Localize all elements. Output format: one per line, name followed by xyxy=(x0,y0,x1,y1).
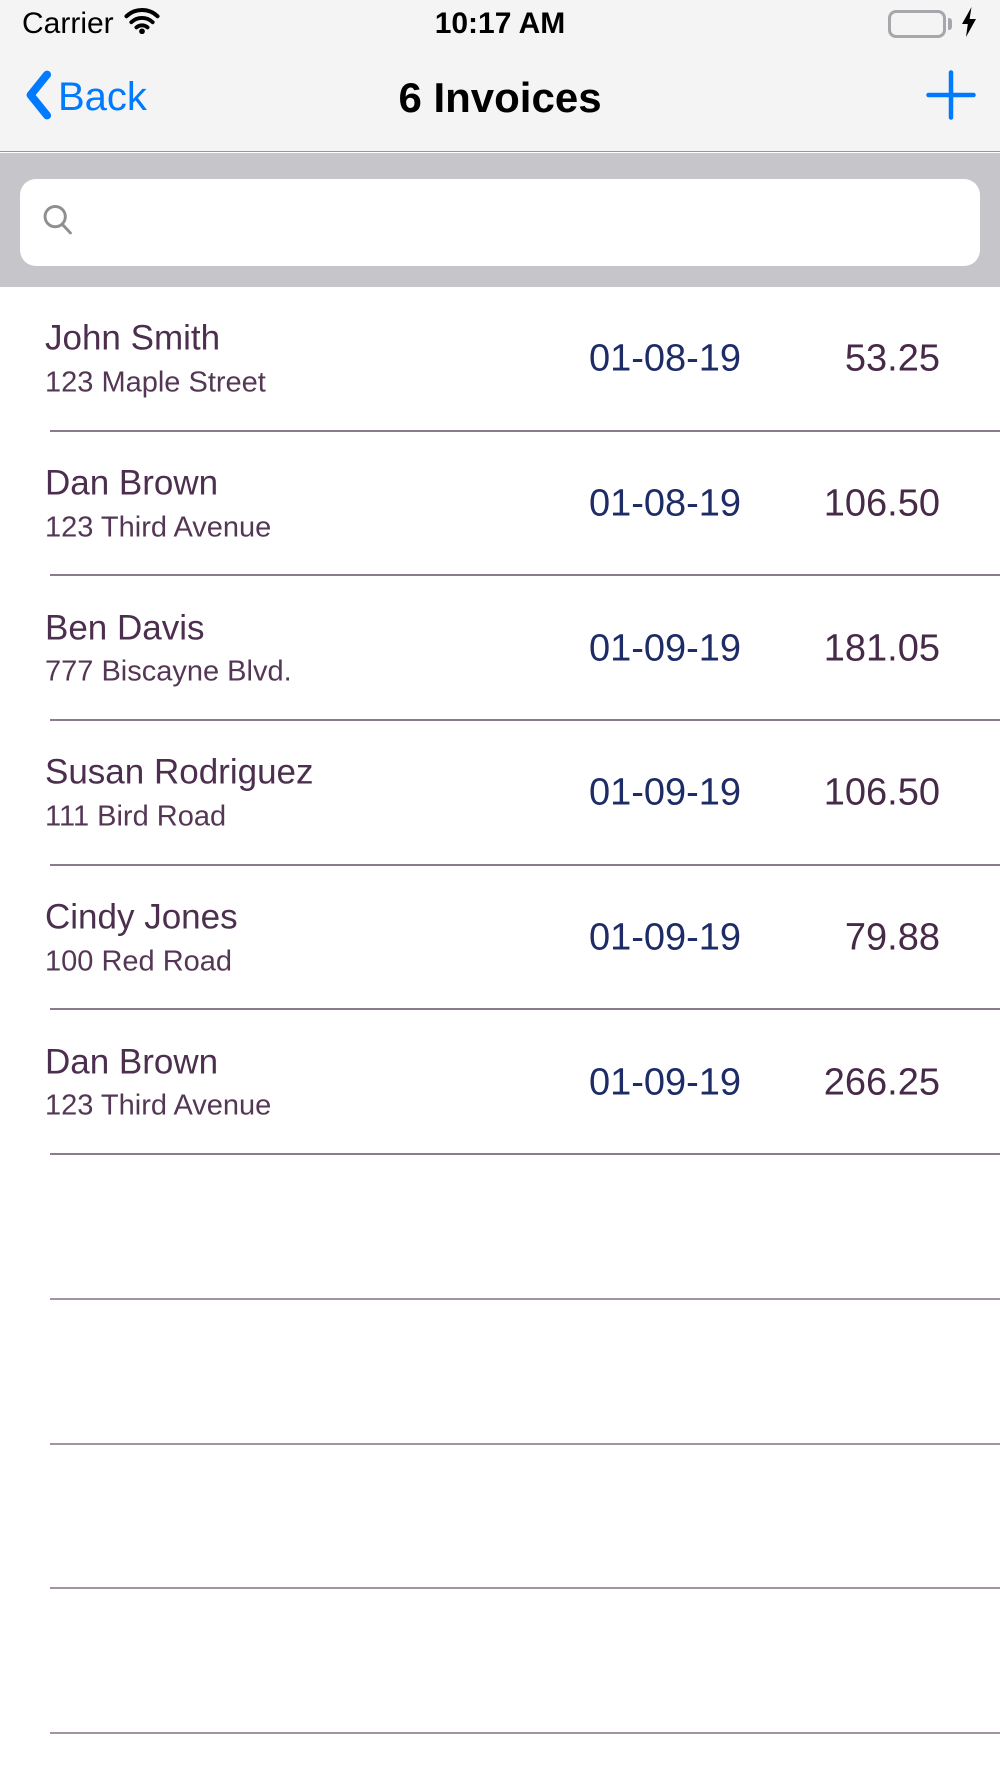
back-button[interactable]: Back xyxy=(24,70,147,125)
invoice-row[interactable]: Dan Brown 123 Third Avenue 01-09-19 266.… xyxy=(0,1010,1000,1156)
invoice-date: 01-09-19 xyxy=(588,916,742,959)
empty-row xyxy=(0,1589,1000,1734)
search-bar-section xyxy=(0,153,1000,287)
invoice-amount: 181.05 xyxy=(823,627,940,670)
customer-name: John Smith xyxy=(45,318,221,358)
customer-address: 100 Red Road xyxy=(45,944,233,977)
customer-name: Susan Rodriguez xyxy=(45,752,314,792)
invoice-amount: 266.25 xyxy=(823,1061,940,1104)
invoice-row[interactable]: Susan Rodriguez 111 Bird Road 01-09-19 1… xyxy=(0,721,1000,866)
customer-address: 123 Maple Street xyxy=(45,366,266,399)
customer-name: Dan Brown xyxy=(45,1042,219,1082)
customer-address: 777 Biscayne Blvd. xyxy=(45,655,292,688)
invoice-row[interactable]: Ben Davis 777 Biscayne Blvd. 01-09-19 18… xyxy=(0,576,1000,722)
customer-info: Cindy Jones 100 Red Road xyxy=(45,898,238,977)
invoice-amount: 106.50 xyxy=(823,771,940,814)
empty-row xyxy=(0,1444,1000,1590)
customer-info: Dan Brown 123 Third Avenue xyxy=(45,1043,271,1122)
wifi-icon xyxy=(124,7,160,42)
invoice-date: 01-09-19 xyxy=(588,627,742,670)
customer-info: Dan Brown 123 Third Avenue xyxy=(45,464,271,543)
battery-icon xyxy=(888,10,952,38)
invoice-amount: 53.25 xyxy=(844,337,940,380)
customer-address: 123 Third Avenue xyxy=(45,510,272,543)
customer-address: 111 Bird Road xyxy=(45,800,227,833)
charging-bolt-icon xyxy=(960,6,978,42)
plus-icon xyxy=(926,70,976,125)
customer-name: Cindy Jones xyxy=(45,897,238,937)
invoice-amount: 79.88 xyxy=(844,916,940,959)
empty-row xyxy=(0,1155,1000,1300)
invoice-date: 01-08-19 xyxy=(588,337,742,380)
invoice-row[interactable]: Cindy Jones 100 Red Road 01-09-19 79.88 xyxy=(0,865,1000,1011)
search-field[interactable] xyxy=(20,179,980,266)
carrier-label: Carrier xyxy=(22,7,114,40)
customer-name: Dan Brown xyxy=(45,463,219,503)
status-bar: Carrier 10:17 AM xyxy=(0,0,1000,44)
header: Carrier 10:17 AM xyxy=(0,0,1000,152)
navigation-bar: Back 6 Invoices xyxy=(0,44,1000,151)
battery-group xyxy=(888,6,978,42)
customer-info: Ben Davis 777 Biscayne Blvd. xyxy=(45,609,292,688)
search-input[interactable] xyxy=(90,202,960,243)
chevron-left-icon xyxy=(24,70,52,125)
back-label: Back xyxy=(58,75,147,119)
customer-info: Susan Rodriguez 111 Bird Road xyxy=(45,752,314,833)
search-icon xyxy=(40,202,76,243)
invoice-date: 01-08-19 xyxy=(588,482,742,525)
invoice-date: 01-09-19 xyxy=(588,1061,742,1104)
add-button[interactable] xyxy=(926,70,976,125)
invoice-amount: 106.50 xyxy=(823,482,940,525)
page-title: 6 Invoices xyxy=(398,73,602,121)
customer-info: John Smith 123 Maple Street xyxy=(45,318,266,399)
carrier-group: Carrier xyxy=(22,7,160,42)
invoice-row[interactable]: John Smith 123 Maple Street 01-08-19 53.… xyxy=(0,287,1000,432)
customer-address: 123 Third Avenue xyxy=(45,1089,272,1122)
empty-row xyxy=(0,1299,1000,1445)
invoice-list: John Smith 123 Maple Street 01-08-19 53.… xyxy=(0,287,1000,1734)
invoice-date: 01-09-19 xyxy=(588,771,742,814)
customer-name: Ben Davis xyxy=(45,608,205,648)
invoice-row[interactable]: Dan Brown 123 Third Avenue 01-08-19 106.… xyxy=(0,431,1000,577)
